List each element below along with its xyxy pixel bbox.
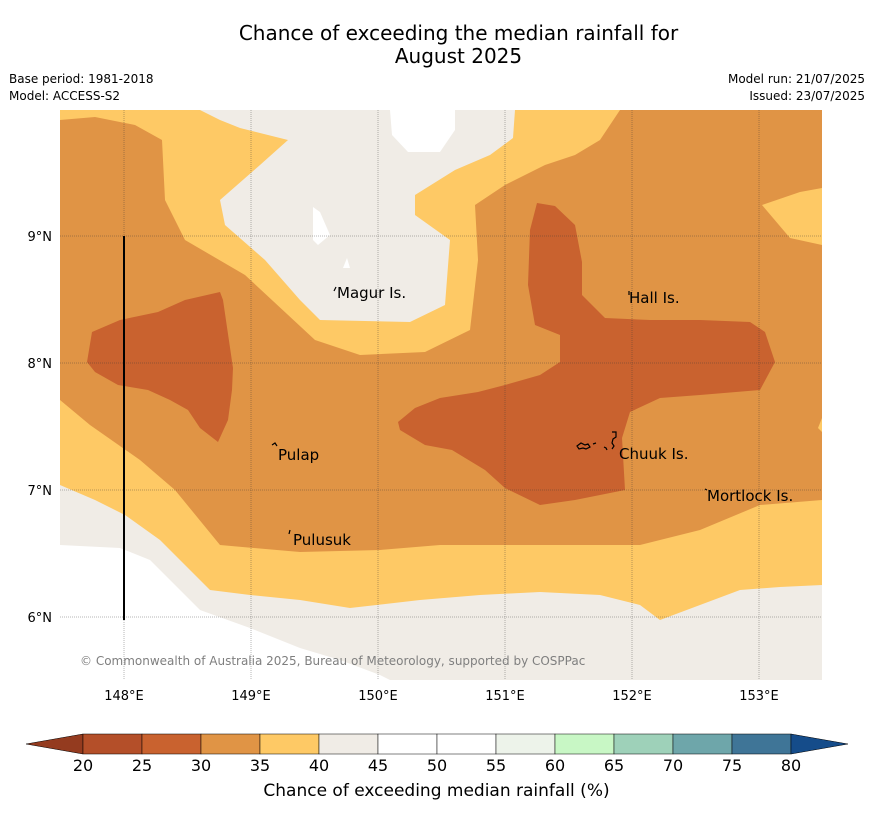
colorbar-ticks: 20 25 30 35 40 45 50 55 60 65 70 75 80 [73,756,801,775]
band-45-50-southwest [60,545,390,680]
lon-tick-152e: 152°E [612,689,652,704]
lat-tick-9n: 9°N [28,230,53,245]
place-pulap: Pulap [278,446,319,464]
colorbar-segments [25,733,849,755]
grid-lines [60,110,822,680]
colorbar-tick-50: 50 [427,756,447,775]
place-mortlock: Mortlock Is. [707,487,793,505]
title-line-2: August 2025 [394,44,523,68]
meta-left: Base period: 1981-2018 Model: ACCESS-S2 [9,71,154,105]
band-45-50-spot-small [343,258,350,268]
colorbar-tick-45: 45 [368,756,388,775]
colorbar-segment-0 [82,733,143,755]
issued-date: Issued: 23/07/2025 [749,89,865,103]
place-magur: Magur Is. [337,284,406,302]
colorbar-tick-65: 65 [604,756,624,775]
colorbar-label: Chance of exceeding median rainfall (%) [263,781,610,801]
colorbar-tick-70: 70 [663,756,683,775]
lat-tick-8n: 8°N [28,357,53,372]
meta-right: Model run: 21/07/2025 Issued: 23/07/2025 [728,71,865,105]
map-title: Chance of exceeding the median rainfall … [0,22,873,68]
lon-tick-149e: 149°E [231,689,271,704]
band-35-40-edge [818,418,822,432]
colorbar-segment-7 [495,733,556,755]
colorbar-tick-20: 20 [73,756,93,775]
colorbar-over-arrow [790,733,849,755]
colorbar-segment-6 [436,733,497,755]
band-25-30-east [398,203,775,505]
colorbar-segment-2 [200,733,261,755]
model-run: Model run: 21/07/2025 [727,72,865,86]
copyright-notice: © Commonwealth of Australia 2025, Bureau… [80,654,586,668]
lon-tick-150e: 150°E [358,689,398,704]
lat-tick-7n: 7°N [28,484,53,499]
band-40-45-north [200,110,515,322]
colorbar-tick-35: 35 [250,756,270,775]
contour-layers [60,110,822,680]
colorbar-segment-3 [259,733,320,755]
rainfall-map: Magur Is. Hall Is. Pulap Chuuk Is. Mortl… [28,110,822,704]
colorbar-segment-5 [377,733,438,755]
colorbar-tick-75: 75 [722,756,742,775]
lon-tick-148e: 148°E [104,689,144,704]
island-marks [271,286,708,535]
colorbar-tick-25: 25 [132,756,152,775]
model-name: Model: ACCESS-S2 [9,89,121,103]
colorbar-tick-60: 60 [545,756,565,775]
colorbar-tick-55: 55 [486,756,506,775]
lon-tick-153e: 153°E [739,689,779,704]
colorbar-segment-9 [613,733,674,755]
place-chuuk: Chuuk Is. [619,445,688,463]
band-45-50-spot [313,207,330,245]
lon-tick-151e: 151°E [485,689,525,704]
colorbar-tick-80: 80 [781,756,801,775]
colorbar-under-arrow [25,733,84,755]
title-line-1: Chance of exceeding the median rainfall … [238,21,679,45]
colorbar-tick-30: 30 [191,756,211,775]
colorbar-segment-10 [672,733,733,755]
colorbar-segment-4 [318,733,379,755]
lat-tick-6n: 6°N [28,611,53,626]
colorbar-segment-1 [141,733,202,755]
band-45-50-north [390,110,455,152]
band-35-40-northeast [762,188,822,245]
colorbar: 20 25 30 35 40 45 50 55 60 65 70 75 80 [25,733,849,775]
colorbar-tick-40: 40 [309,756,329,775]
place-pulusuk: Pulusuk [293,531,351,549]
base-period: Base period: 1981-2018 [9,72,154,86]
place-hall: Hall Is. [629,289,680,307]
colorbar-segment-8 [554,733,615,755]
colorbar-segment-11 [731,733,792,755]
